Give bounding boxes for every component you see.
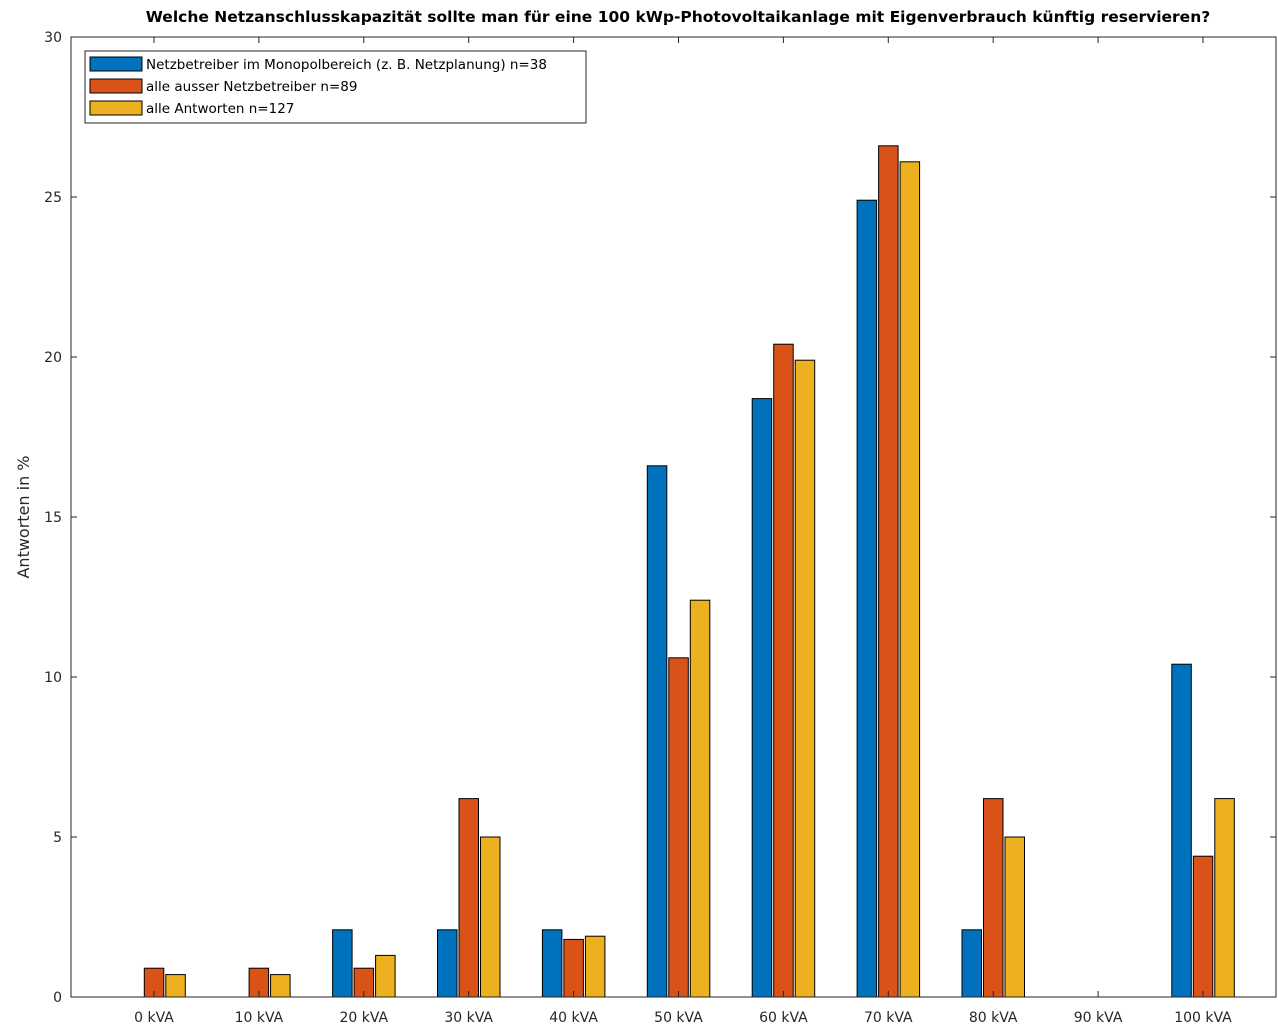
bar	[794, 359, 816, 998]
legend-swatch	[89, 78, 143, 94]
bars-layer	[143, 145, 1235, 998]
x-tick-label: 20 kVA	[339, 1010, 388, 1025]
bar	[751, 398, 773, 998]
bar	[563, 938, 584, 998]
y-tick-label: 25	[44, 190, 62, 206]
legend-swatch	[89, 56, 143, 72]
y-tick-label: 0	[53, 990, 62, 1006]
y-tick-label: 5	[53, 830, 62, 846]
bar	[1192, 855, 1214, 998]
y-tick-label: 20	[44, 350, 62, 366]
bar	[856, 199, 878, 998]
bar	[541, 929, 563, 998]
y-tick-label: 15	[44, 510, 62, 526]
legend-entry: alle Antworten n=127	[146, 101, 294, 117]
y-axis-label: Antworten in %	[14, 455, 33, 578]
bar	[878, 145, 899, 998]
x-tick-label: 60 kVA	[759, 1010, 808, 1025]
bar	[584, 935, 606, 998]
bar	[961, 929, 982, 998]
x-tick-label: 30 kVA	[444, 1010, 493, 1025]
legend-entry: Netzbetreiber im Monopolbereich (z. B. N…	[146, 57, 547, 73]
x-tick-label: 0 kVA	[134, 1010, 174, 1025]
legend: Netzbetreiber im Monopolbereich (z. B. N…	[84, 50, 587, 124]
x-tick-label: 90 kVA	[1074, 1010, 1123, 1025]
bar	[332, 929, 353, 998]
bar	[375, 954, 396, 998]
x-tick-label: 100 kVA	[1174, 1010, 1232, 1025]
y-tick-label: 10	[44, 670, 62, 686]
y-tick-label: 30	[44, 30, 62, 46]
legend-box	[84, 50, 587, 124]
x-tick-label: 50 kVA	[654, 1010, 703, 1025]
bar	[1214, 798, 1235, 998]
x-tick-label: 80 kVA	[969, 1010, 1018, 1025]
legend-swatch	[89, 100, 143, 116]
chart-title: Welche Netzanschlusskapazität sollte man…	[146, 8, 1210, 26]
bar	[1004, 836, 1025, 998]
bar	[773, 343, 794, 998]
x-tick-label: 40 kVA	[549, 1010, 598, 1025]
bar	[646, 465, 668, 998]
bar	[270, 974, 291, 998]
legend-entry: alle ausser Netzbetreiber n=89	[146, 79, 357, 95]
axes-layer: 0 5 10 15 20 25 30 0 kVA 10 kVA 20 kVA 30 kVA 40 kV…	[44, 30, 1277, 1025]
bar	[899, 161, 921, 998]
bar	[668, 657, 689, 998]
bar	[437, 929, 458, 998]
bar	[983, 798, 1004, 998]
bar	[480, 836, 501, 998]
bar	[1171, 663, 1192, 998]
x-tick-label: 10 kVA	[235, 1010, 284, 1025]
bar	[165, 974, 186, 998]
bar	[689, 599, 711, 998]
x-tick-label: 70 kVA	[864, 1010, 913, 1025]
bar	[458, 798, 479, 998]
